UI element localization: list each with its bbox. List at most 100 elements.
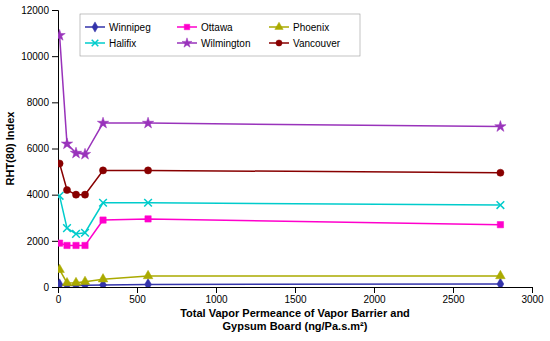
tick-label: 10000 xyxy=(21,51,49,62)
tick: 1500 xyxy=(284,287,307,305)
tick-label: 1500 xyxy=(284,294,307,305)
point xyxy=(64,242,70,248)
legend-item: Winnipeg xyxy=(85,22,151,33)
axis-line xyxy=(52,11,59,288)
x-axis: 0 500 1000 1500 2000 2500 3000 xyxy=(56,287,544,305)
point xyxy=(496,270,506,278)
point xyxy=(72,191,79,198)
point xyxy=(63,224,71,232)
series-line xyxy=(60,196,501,234)
tick: 3000 xyxy=(521,287,544,305)
tick-mark xyxy=(52,241,58,242)
point xyxy=(82,242,88,248)
tick: 0 xyxy=(56,287,62,305)
plot: 0 500 1000 1500 2000 2500 3000 0 2000 4000 6000 800… xyxy=(21,5,544,305)
series-line xyxy=(60,270,501,283)
legend-item: Ottawa xyxy=(177,22,233,33)
x-axis-title: Total Vapor Permeance of Vapor Barrier a… xyxy=(180,307,410,332)
legend-marker xyxy=(184,24,189,29)
tick-label: 500 xyxy=(129,294,146,305)
point xyxy=(497,201,505,209)
point xyxy=(495,121,506,132)
legend-label: Winnipeg xyxy=(109,22,151,33)
point xyxy=(81,191,88,198)
tick-mark xyxy=(52,102,58,103)
tick-label: 12000 xyxy=(21,5,49,16)
point xyxy=(497,222,503,228)
tick-mark xyxy=(532,287,533,293)
tick: 2000 xyxy=(27,236,58,247)
tick: 2000 xyxy=(363,287,386,305)
legend-label: Wilmington xyxy=(201,38,250,49)
tick: 8000 xyxy=(27,97,58,108)
point xyxy=(63,186,70,193)
tick-mark xyxy=(453,287,454,293)
tick: 12000 xyxy=(21,5,58,16)
tick: 0 xyxy=(43,282,58,293)
tick-label: 2000 xyxy=(363,294,386,305)
legend-label: Halifix xyxy=(109,38,136,49)
tick-label: 1000 xyxy=(205,294,228,305)
point xyxy=(144,199,152,207)
tick-label: 8000 xyxy=(27,97,50,108)
legend-marker xyxy=(92,22,98,32)
tick: 10000 xyxy=(21,51,58,62)
series-line xyxy=(60,284,501,286)
point xyxy=(58,29,65,40)
legend-frame xyxy=(80,14,360,56)
point xyxy=(80,276,90,284)
point xyxy=(61,138,72,149)
legend-marker xyxy=(182,38,192,47)
point xyxy=(72,230,80,238)
point xyxy=(58,160,63,167)
tick-mark xyxy=(137,287,138,293)
tick-label: 2500 xyxy=(442,294,465,305)
point xyxy=(98,274,108,282)
point xyxy=(62,277,72,285)
tick-label: 6000 xyxy=(27,143,50,154)
tick-mark xyxy=(52,149,58,150)
tick-label: 0 xyxy=(56,294,62,305)
point xyxy=(58,192,63,200)
tick-mark xyxy=(295,287,296,293)
tick-label: 4000 xyxy=(27,189,50,200)
point xyxy=(145,216,151,222)
point xyxy=(81,229,89,237)
legend-item: Wilmington xyxy=(177,38,250,49)
legend-label: Ottawa xyxy=(201,22,233,33)
series-line xyxy=(60,164,501,195)
tick: 1000 xyxy=(205,287,228,305)
chart: 0 500 1000 1500 2000 2500 3000 0 2000 4000 6000 800… xyxy=(0,0,550,341)
tick: 2500 xyxy=(442,287,465,305)
y-axis-title: RHT(80) Index xyxy=(4,111,16,186)
tick-label: 2000 xyxy=(27,236,50,247)
point xyxy=(100,217,106,223)
tick: 6000 xyxy=(27,143,58,154)
point xyxy=(71,277,81,285)
tick: 500 xyxy=(129,287,146,305)
legend-label: Vancouver xyxy=(293,38,341,49)
legend-item: Phoenix xyxy=(269,22,329,33)
tick-mark xyxy=(52,10,58,11)
tick-mark xyxy=(52,56,58,57)
tick-label: 3000 xyxy=(521,294,544,305)
point xyxy=(145,279,152,287)
point xyxy=(73,242,79,248)
point xyxy=(58,264,64,272)
tick-mark xyxy=(216,287,217,293)
point xyxy=(497,278,504,287)
point xyxy=(99,199,107,207)
tick: 4000 xyxy=(27,189,58,200)
legend-item: Halifix xyxy=(85,38,136,49)
axis-line xyxy=(59,288,533,294)
y-axis: 0 2000 4000 6000 8000 10000 12000 xyxy=(21,5,58,293)
tick-mark xyxy=(374,287,375,293)
legend-label: Phoenix xyxy=(293,22,329,33)
legend-marker xyxy=(92,40,99,47)
point xyxy=(142,117,153,128)
tick-label: 0 xyxy=(43,282,49,293)
marks xyxy=(58,29,506,287)
legend-marker xyxy=(276,40,282,46)
legend-marker xyxy=(275,22,283,29)
tick-mark xyxy=(52,287,58,288)
